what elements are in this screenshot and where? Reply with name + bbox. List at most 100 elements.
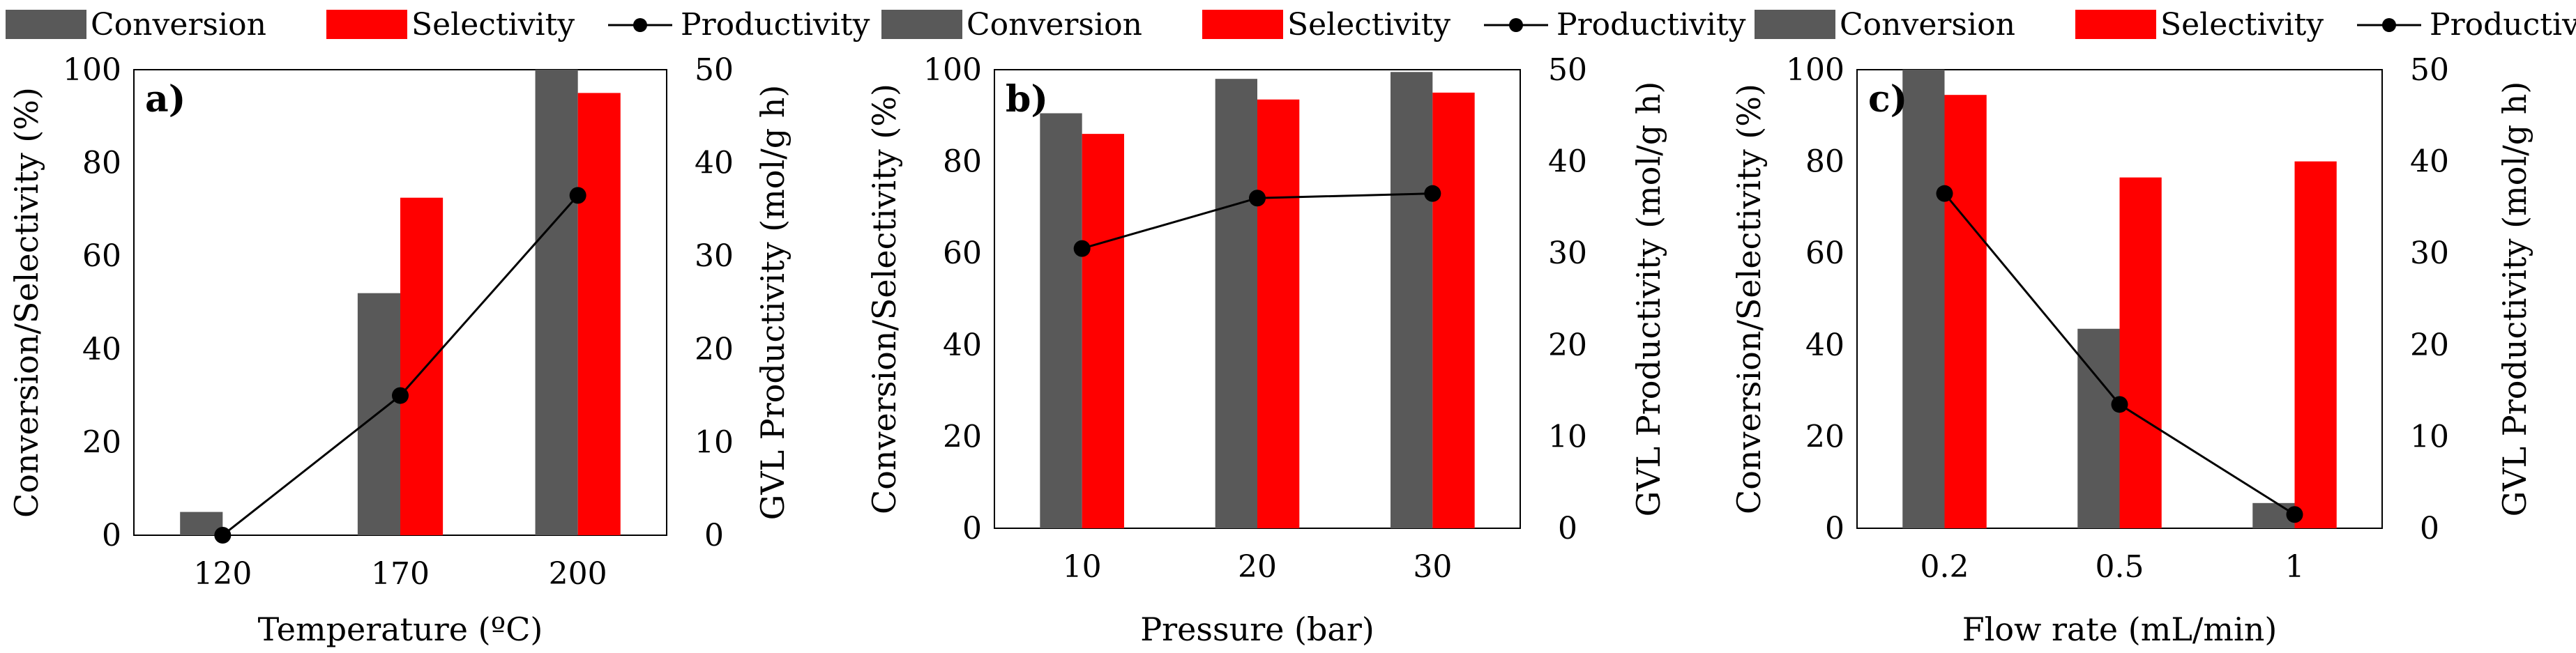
bar-conversion-0.2	[1902, 70, 1945, 528]
y2-tick-label: 20	[695, 332, 734, 367]
bar-selectivity-200	[577, 93, 621, 535]
y-axis-title: Conversion/Selectivity (%)	[865, 84, 903, 514]
x-axis-title: Flow rate (mL/min)	[1962, 610, 2278, 648]
productivity-point-10	[1073, 240, 1091, 257]
y-tick-label: 20	[82, 424, 121, 460]
x-tick-label: 0.2	[1920, 549, 1969, 585]
bar-conversion-30	[1391, 72, 1433, 529]
legend-marker-productivity	[633, 18, 647, 32]
productivity-point-1	[2286, 506, 2303, 523]
legend-label-productivity: Productivity	[1556, 7, 1746, 43]
y2-tick-label: 50	[2410, 52, 2449, 88]
bar-conversion-0.5	[2077, 328, 2120, 528]
legend-label-conversion: Conversion	[1840, 7, 2015, 43]
productivity-point-170	[392, 387, 409, 404]
y-tick-label: 80	[943, 144, 982, 180]
productivity-point-0.2	[1936, 185, 1953, 202]
y2-tick-label: 50	[695, 52, 734, 88]
bar-selectivity-0.5	[2119, 177, 2162, 528]
y-tick-label: 0	[962, 511, 982, 546]
bar-selectivity-30	[1432, 92, 1475, 528]
y2-tick-label: 10	[695, 424, 734, 460]
y-tick-label: 80	[82, 146, 121, 181]
y2-tick-label: 40	[1548, 144, 1587, 180]
y-tick-label: 100	[923, 52, 982, 88]
legend-label-conversion: Conversion	[91, 7, 266, 43]
productivity-point-200	[569, 187, 586, 204]
x-axis-title: Pressure (bar)	[1140, 610, 1374, 648]
bar-conversion-200	[535, 70, 578, 535]
bar-selectivity-10	[1082, 134, 1124, 528]
x-tick-label: 30	[1413, 549, 1452, 585]
y-tick-label: 100	[1786, 52, 1844, 88]
y-tick-label: 20	[943, 419, 982, 454]
legend-swatch-conversion	[1755, 10, 1835, 39]
y-tick-label: 40	[82, 332, 121, 367]
productivity-point-120	[214, 527, 232, 544]
y2-tick-label: 30	[1548, 236, 1587, 271]
productivity-point-0.5	[2111, 396, 2128, 413]
y2-tick-label: 20	[2410, 328, 2449, 363]
bar-conversion-10	[1040, 113, 1082, 528]
x-tick-label: 170	[371, 556, 430, 592]
y-axis-title: Conversion/Selectivity (%)	[1730, 84, 1768, 514]
legend: Conversion Selectivity Productivity	[881, 7, 1746, 43]
y2-tick-label: 0	[1558, 511, 1577, 546]
x-tick-label: 10	[1063, 549, 1102, 585]
y-axis-title: Conversion/Selectivity (%)	[8, 87, 45, 518]
x-tick-label: 120	[193, 556, 252, 592]
bar-selectivity-0.2	[1944, 95, 1987, 528]
y2-axis-title: GVL Productivity (mol/g h)	[2496, 82, 2533, 517]
y-tick-label: 40	[943, 328, 982, 363]
chart-panel-3: Conversion Selectivity Productivity 0 20 40 60…	[1730, 7, 2576, 648]
y2-axis-title: GVL Productivity (mol/g h)	[1630, 82, 1667, 517]
y2-tick-label: 40	[695, 146, 734, 181]
y2-tick-label: 0	[2420, 511, 2439, 546]
x-tick-label: 1	[2285, 549, 2305, 585]
y-tick-label: 40	[1805, 328, 1844, 363]
chart-panel-1: Conversion Selectivity Productivity 0 20 40 60…	[6, 7, 870, 648]
x-tick-label: 200	[549, 556, 607, 592]
legend-label-selectivity: Selectivity	[411, 7, 575, 43]
legend-label-selectivity: Selectivity	[1287, 7, 1450, 43]
y-tick-label: 60	[1805, 236, 1844, 271]
y-tick-label: 60	[82, 238, 121, 274]
legend-label-productivity: Productivity	[2430, 7, 2576, 43]
legend: Conversion Selectivity Productivity	[1755, 7, 2576, 43]
bar-conversion-20	[1215, 79, 1257, 528]
bar-selectivity-1	[2294, 161, 2337, 529]
y2-tick-label: 40	[2410, 144, 2449, 180]
legend-swatch-selectivity	[1202, 10, 1283, 39]
legend-marker-productivity	[2382, 18, 2396, 32]
y2-tick-label: 30	[2410, 236, 2449, 271]
panel-label: a)	[145, 78, 185, 121]
y2-tick-label: 30	[695, 238, 734, 274]
legend-swatch-selectivity	[2075, 10, 2156, 39]
bar-conversion-170	[357, 293, 400, 535]
panel-label: c)	[1868, 78, 1907, 121]
x-tick-label: 20	[1238, 549, 1277, 585]
x-tick-label: 0.5	[2096, 549, 2144, 585]
productivity-point-20	[1249, 190, 1266, 207]
legend-label-selectivity: Selectivity	[2160, 7, 2324, 43]
x-axis-title: Temperature (ºC)	[258, 610, 543, 648]
legend-swatch-selectivity	[326, 10, 407, 39]
chart-panel-2: Conversion Selectivity Productivity 0 20 40 60…	[865, 7, 1746, 648]
bar-selectivity-20	[1257, 99, 1300, 528]
legend-marker-productivity	[1509, 18, 1523, 32]
bar-selectivity-170	[400, 197, 444, 535]
y2-tick-label: 10	[1548, 419, 1587, 454]
legend: Conversion Selectivity Productivity	[6, 7, 870, 43]
y-tick-label: 20	[1805, 419, 1844, 454]
panel-label: b)	[1006, 78, 1048, 121]
y2-tick-label: 10	[2410, 419, 2449, 454]
y2-tick-label: 50	[1548, 52, 1587, 88]
legend-swatch-conversion	[881, 10, 962, 39]
productivity-point-30	[1424, 185, 1441, 202]
y-tick-label: 0	[1825, 511, 1844, 546]
y2-axis-title: GVL Productivity (mol/g h)	[754, 85, 791, 521]
y-tick-label: 100	[63, 52, 121, 88]
y-tick-label: 0	[102, 518, 121, 553]
y2-tick-label: 0	[704, 518, 724, 553]
